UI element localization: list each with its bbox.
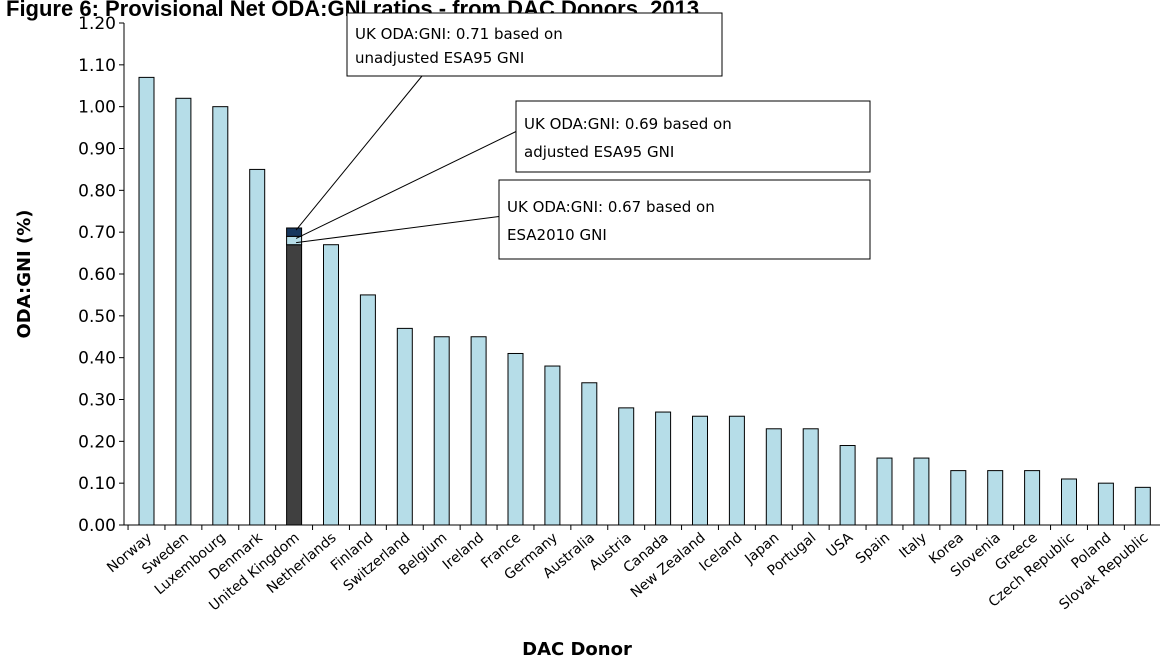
y-tick-label: 0.30 [78,391,116,411]
callout-box [346,12,723,77]
bar [544,365,561,526]
callout-leader-line [295,75,423,231]
callout-text-line2: unadjusted ESA95 GNI [355,49,524,67]
bar [876,457,893,526]
y-tick-label: 1.00 [78,98,116,118]
y-tick-label: 0.40 [78,349,116,369]
bar [249,168,266,526]
bar [1061,478,1077,526]
bar-united-kingdom-segment [286,244,303,526]
bar [138,76,155,526]
bar [618,407,635,526]
y-tick-label: 0.00 [78,516,116,536]
bar [470,336,487,526]
callout-2: UK ODA:GNI: 0.69 based on adjusted ESA95 … [295,100,871,239]
callout-text-line1: UK ODA:GNI: 0.67 based on [507,198,715,216]
y-tick-label: 1.10 [78,56,116,76]
bar [507,352,524,526]
x-tick-label: Ireland [440,530,487,573]
bar [692,415,708,526]
callout-text-line2: ESA2010 GNI [507,226,607,244]
bar [175,97,192,526]
callout-box [515,100,871,173]
bar [655,411,672,526]
bar [1134,486,1151,526]
bar [396,327,413,526]
y-tick-label: 0.20 [78,432,116,452]
bar [987,470,1004,526]
y-tick-label: 0.90 [78,140,116,160]
x-axis-label: DAC Donor [522,639,632,659]
x-tick-label: Spain [853,530,893,567]
y-tick-label: 1.20 [78,14,116,34]
bar [1024,470,1041,526]
callout-text-line1: UK ODA:GNI: 0.71 based on [355,25,563,43]
callout-text-line1: UK ODA:GNI: 0.69 based on [524,115,732,133]
bar [839,445,856,526]
bar-united-kingdom-segment [286,235,303,246]
x-tick-label: USA [824,530,857,561]
callout-text-line2: adjusted ESA95 GNI [524,143,674,161]
bar-united-kingdom-segment [286,227,303,237]
x-tick-label: Italy [896,530,930,562]
callout-leader-line [295,131,517,239]
bar [433,336,450,526]
bar [765,428,782,526]
y-axis-label: ODA:GNI (%) [14,210,35,339]
bar [212,106,229,526]
bar [359,294,376,526]
callout-leader-line [296,216,500,244]
callout-box [498,179,871,260]
bar [323,244,339,526]
bar [728,415,745,526]
y-tick-label: 0.60 [78,265,116,285]
bar [581,382,598,526]
callout-3: UK ODA:GNI: 0.67 based on ESA2010 GNI [296,179,871,260]
y-tick-label: 0.50 [78,307,116,327]
y-tick-label: 0.10 [78,474,116,494]
y-tick-label: 0.70 [78,223,116,243]
callout-1: UK ODA:GNI: 0.71 based on unadjusted ESA9… [295,12,723,231]
y-tick-label: 0.80 [78,181,116,201]
bar [1097,482,1114,526]
bar [950,470,967,526]
bar [913,457,930,526]
bar [802,428,819,526]
